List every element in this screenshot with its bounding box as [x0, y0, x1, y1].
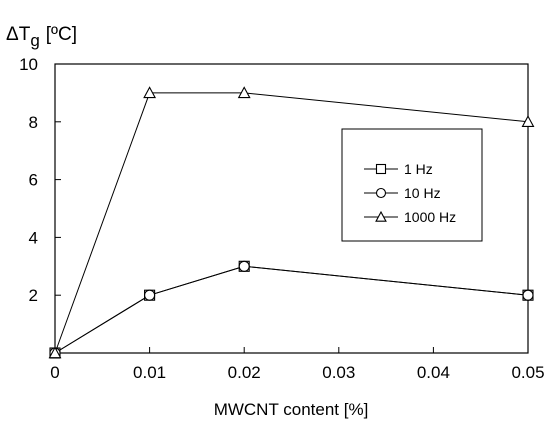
legend-entries: 1 Hz 10 Hz 1000 Hz: [364, 161, 456, 225]
y-tick-label: 2: [29, 286, 38, 305]
legend-marker-1-hz: [375, 163, 387, 175]
legend: 1 Hz 10 Hz 1000 Hz: [341, 128, 483, 242]
y-axis-label-text: ΔTg [ºC]: [6, 24, 77, 50]
x-tick-label: 0.03: [322, 363, 355, 382]
x-tick-label: 0.01: [133, 363, 166, 382]
data-point-1000-hz: [48, 346, 62, 359]
series-1000-hz: [48, 86, 535, 359]
y-axis-label: ΔTg [ºC]: [6, 24, 77, 50]
y-tick-label: 4: [29, 228, 38, 247]
series-line-1000-hz: [54, 92, 529, 354]
legend-label-10-hz: 10 Hz: [404, 185, 441, 201]
x-tick-label: 0.04: [417, 363, 450, 382]
plot-area: [54, 63, 529, 354]
y-ticks: 2 4 6 8 10: [19, 55, 61, 305]
x-tick-label: 0: [50, 363, 59, 382]
legend-box: [341, 128, 483, 242]
x-tick-label: 0.02: [228, 363, 261, 382]
x-ticks: 0 0.01 0.02 0.03 0.04 0.05: [50, 347, 545, 382]
data-point-10-hz: [522, 289, 534, 301]
data-point-1000-hz: [521, 115, 535, 128]
series-10-hz: [49, 260, 534, 359]
y-label-subscript: g: [30, 31, 39, 50]
data-point-1000-hz: [237, 86, 251, 99]
y-tick-label: 8: [29, 113, 38, 132]
y-tick-label: 6: [29, 171, 38, 190]
x-tick-label: 0.05: [511, 363, 544, 382]
series-1-hz: [49, 260, 534, 359]
y-label-unit: [ºC]: [46, 24, 77, 45]
legend-label-1-hz: 1 Hz: [404, 161, 433, 177]
x-axis-label: MWCNT content [%]: [214, 400, 369, 419]
series-layer: [48, 86, 535, 359]
series-line-10-hz: [54, 265, 529, 354]
y-tick-label: 10: [19, 55, 38, 74]
legend-marker-1000-hz: [375, 210, 387, 222]
data-point-10-hz: [238, 260, 250, 272]
legend-label-1000-hz: 1000 Hz: [404, 209, 456, 225]
data-point-10-hz: [144, 289, 156, 301]
legend-marker-10-hz: [375, 187, 387, 199]
data-point-1000-hz: [143, 86, 157, 99]
y-label-delta: ΔT: [6, 24, 31, 45]
